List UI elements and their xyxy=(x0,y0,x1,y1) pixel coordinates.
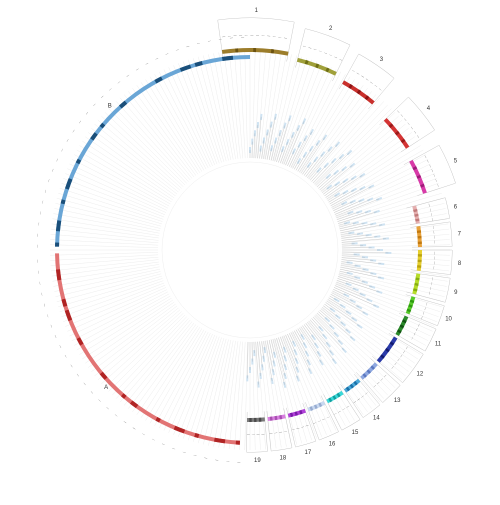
tick-label: — xyxy=(433,256,437,259)
segment-arc-stripe xyxy=(418,254,422,256)
segment-arc-stripe xyxy=(259,418,262,422)
tick-label: — xyxy=(278,35,282,39)
tick-label: — xyxy=(432,235,436,238)
tick-label: — xyxy=(261,432,264,436)
tick-label: — xyxy=(37,282,41,286)
segment-label-19: 19 xyxy=(254,458,261,464)
segment-label-13: 13 xyxy=(394,398,401,404)
tick-label: — xyxy=(36,271,40,274)
tick-label: — xyxy=(262,33,265,37)
tick-label: — xyxy=(273,34,276,38)
tick-label: — xyxy=(35,260,39,263)
segment-arc-stripe xyxy=(418,242,422,245)
tick-label: — xyxy=(431,226,435,229)
tick-label: — xyxy=(267,34,270,38)
tick-label: — xyxy=(35,245,39,248)
tick-label: — xyxy=(433,252,437,255)
tick-label: — xyxy=(431,277,435,281)
segment-label-12: 12 xyxy=(417,371,424,377)
tick-label: — xyxy=(274,431,278,435)
segment-arc-stripe xyxy=(253,48,256,52)
segment-arc-stripe xyxy=(417,230,421,233)
tick-label: — xyxy=(247,433,250,437)
tick-label: — xyxy=(433,240,437,243)
tick-label: — xyxy=(256,433,259,437)
big-arc-label-A: A xyxy=(104,385,108,391)
tick-label: — xyxy=(284,36,288,40)
segment-label-14: 14 xyxy=(373,416,380,422)
segment-arc-stripe xyxy=(271,49,274,53)
tick-label: — xyxy=(432,231,436,234)
segment-label-17: 17 xyxy=(305,450,312,456)
tick-label: — xyxy=(233,33,236,37)
segment-arc-stripe xyxy=(418,260,422,263)
tick-label: — xyxy=(237,461,240,465)
tick-label: — xyxy=(279,430,283,434)
segment-label-10: 10 xyxy=(445,316,452,322)
segment-arc-stripe xyxy=(235,48,238,52)
tick-label: — xyxy=(226,460,229,464)
tick-label: — xyxy=(432,266,436,269)
tick-label: — xyxy=(36,222,40,225)
big-arc-stripe xyxy=(236,440,240,444)
segment-label-16: 16 xyxy=(329,441,336,447)
segment-label-11: 11 xyxy=(435,342,442,348)
tick-label: — xyxy=(252,433,255,437)
big-arc-label-B: B xyxy=(108,103,112,109)
leaf-label-box xyxy=(257,122,259,128)
tick-label: — xyxy=(222,34,225,38)
tick-label: — xyxy=(269,432,272,436)
segment-arc-stripe xyxy=(249,418,251,422)
segment-arc-stripe xyxy=(417,265,421,268)
big-arc-stripe xyxy=(55,243,59,247)
tick-label: — xyxy=(239,33,242,37)
segment-label-15: 15 xyxy=(352,430,359,436)
tick-label: — xyxy=(256,33,259,37)
tick-label: — xyxy=(245,33,248,37)
tick-label: — xyxy=(215,458,219,462)
tick-label: — xyxy=(430,218,434,222)
segment-label-18: 18 xyxy=(280,455,287,461)
tick-label: — xyxy=(432,261,436,264)
tick-label: — xyxy=(250,33,253,37)
tick-label: — xyxy=(228,34,231,38)
segment-arc-stripe xyxy=(254,418,256,422)
segment-arc-stripe xyxy=(417,236,421,239)
tick-label: — xyxy=(35,234,39,237)
